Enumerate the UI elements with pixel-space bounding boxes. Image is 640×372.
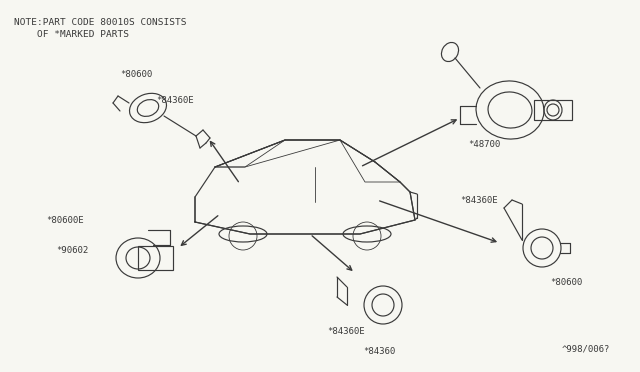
Text: OF *MARKED PARTS: OF *MARKED PARTS	[14, 30, 129, 39]
Text: *84360: *84360	[363, 347, 396, 356]
Bar	[534, 100, 572, 120]
Text: ^998/006?: ^998/006?	[562, 345, 611, 354]
Text: *84360E: *84360E	[327, 327, 365, 336]
Text: NOTE:PART CODE 80010S CONSISTS: NOTE:PART CODE 80010S CONSISTS	[14, 18, 186, 27]
Text: *80600: *80600	[120, 70, 152, 79]
Text: *48700: *48700	[468, 140, 500, 149]
Text: *84360E: *84360E	[156, 96, 194, 105]
Text: *84360E: *84360E	[460, 196, 498, 205]
Text: *80600: *80600	[550, 278, 582, 287]
Text: *80600E: *80600E	[46, 216, 84, 225]
Bar	[138, 246, 173, 270]
Text: *90602: *90602	[56, 246, 88, 255]
